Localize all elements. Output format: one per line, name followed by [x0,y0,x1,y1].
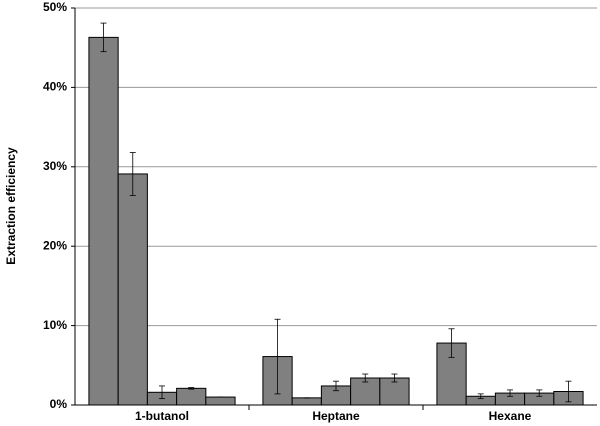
bar [117,173,148,406]
y-tick-label: 40% [43,80,67,94]
bar [176,387,207,406]
x-tick-label: Heptane [312,409,360,423]
y-tick-label: 20% [43,238,67,252]
bar [379,377,410,406]
y-tick-label: 0% [50,397,68,411]
y-axis-label: Extraction efficiency [4,147,18,265]
bar [88,36,119,406]
y-tick-label: 10% [43,318,67,332]
y-tick-label: 50% [43,0,67,14]
x-tick-label: 1-butanol [135,409,189,423]
x-tick-label: Hexane [489,409,532,423]
bar [205,396,236,406]
bar [291,397,322,406]
y-tick-label: 30% [43,159,67,173]
